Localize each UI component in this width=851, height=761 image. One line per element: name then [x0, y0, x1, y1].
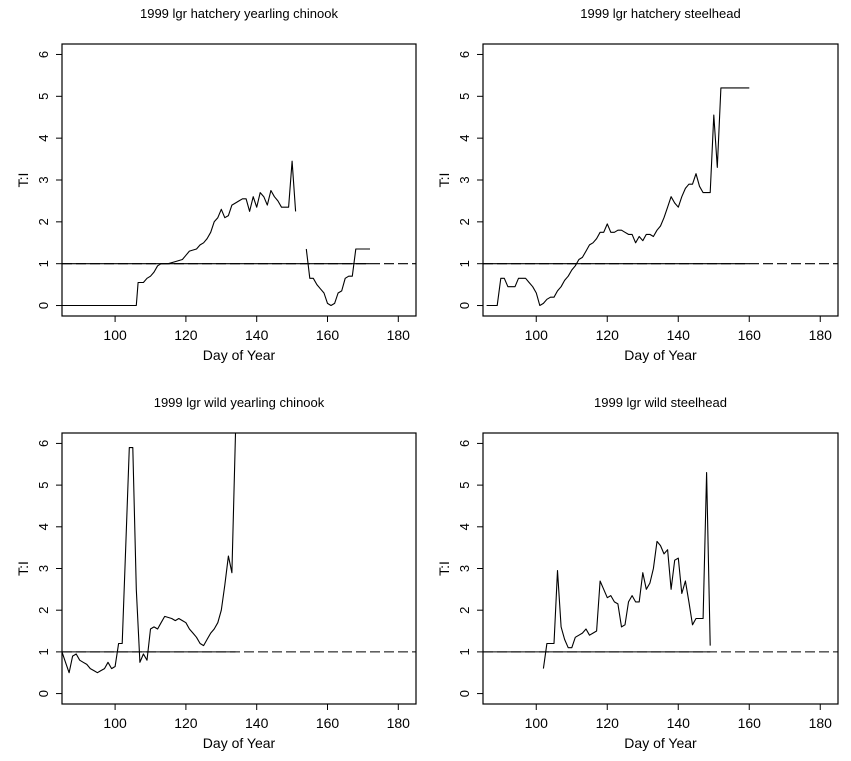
x-tick-label: 160 — [738, 715, 762, 731]
x-tick-label: 160 — [316, 327, 340, 343]
chart-title: 1999 lgr hatchery steelhead — [580, 6, 740, 21]
chart-title: 1999 lgr wild steelhead — [594, 395, 727, 410]
y-tick-label: 6 — [457, 51, 472, 58]
series-line — [542, 472, 711, 669]
y-tick-label: 3 — [457, 176, 472, 183]
y-tick-label: 1 — [457, 648, 472, 655]
x-tick-label: 120 — [596, 327, 620, 343]
plot-frame — [61, 43, 417, 317]
x-tick-label: 100 — [103, 327, 127, 343]
y-axis-label: T:I — [15, 173, 31, 188]
x-axis-label: Day of Year — [203, 347, 276, 363]
x-tick-label: 120 — [174, 327, 198, 343]
y-tick-label: 2 — [457, 607, 472, 614]
series-line — [486, 87, 750, 307]
y-axis-label: T:I — [436, 173, 452, 188]
x-tick-label: 120 — [596, 715, 620, 731]
chart-title: 1999 lgr wild yearling chinook — [154, 395, 325, 410]
x-tick-label: 100 — [103, 715, 127, 731]
y-tick-label: 0 — [457, 690, 472, 697]
x-tick-label: 100 — [525, 327, 549, 343]
y-tick-label: 5 — [36, 93, 51, 100]
series-line — [62, 160, 297, 307]
x-axis-label: Day of Year — [624, 735, 697, 751]
y-axis-label: T:I — [15, 561, 31, 576]
y-tick-label: 4 — [457, 523, 472, 530]
x-tick-label: 140 — [667, 715, 691, 731]
x-tick-label: 140 — [245, 327, 269, 343]
x-tick-label: 180 — [387, 327, 411, 343]
y-tick-label: 6 — [36, 440, 51, 447]
x-tick-label: 180 — [387, 715, 411, 731]
series-line — [305, 248, 370, 307]
x-tick-label: 160 — [738, 327, 762, 343]
chart-title: 1999 lgr hatchery yearling chinook — [140, 6, 339, 21]
y-axis-label: T:I — [436, 561, 452, 576]
x-tick-label: 160 — [316, 715, 340, 731]
x-tick-label: 140 — [245, 715, 269, 731]
y-tick-label: 2 — [36, 607, 51, 614]
y-tick-label: 6 — [36, 51, 51, 58]
plot-frame — [482, 432, 839, 705]
y-tick-label: 0 — [36, 690, 51, 697]
y-tick-label: 5 — [457, 93, 472, 100]
x-tick-label: 180 — [809, 715, 833, 731]
x-tick-label: 100 — [525, 715, 549, 731]
y-tick-label: 1 — [36, 648, 51, 655]
y-tick-label: 5 — [457, 481, 472, 488]
x-axis-label: Day of Year — [203, 735, 276, 751]
series-line — [61, 432, 237, 674]
y-tick-label: 2 — [457, 218, 472, 225]
x-axis-label: Day of Year — [624, 347, 697, 363]
y-tick-label: 4 — [36, 135, 51, 142]
y-tick-label: 0 — [36, 302, 51, 309]
y-tick-label: 3 — [36, 565, 51, 572]
y-tick-label: 1 — [457, 260, 472, 267]
y-tick-label: 4 — [36, 523, 51, 530]
y-tick-label: 0 — [457, 302, 472, 309]
y-tick-label: 2 — [36, 218, 51, 225]
y-tick-label: 6 — [457, 440, 472, 447]
y-tick-label: 3 — [36, 176, 51, 183]
plot-frame — [482, 43, 839, 317]
y-tick-label: 1 — [36, 260, 51, 267]
y-tick-label: 3 — [457, 565, 472, 572]
x-tick-label: 120 — [174, 715, 198, 731]
y-tick-label: 4 — [457, 135, 472, 142]
y-tick-label: 5 — [36, 481, 51, 488]
x-tick-label: 180 — [809, 327, 833, 343]
x-tick-label: 140 — [667, 327, 691, 343]
